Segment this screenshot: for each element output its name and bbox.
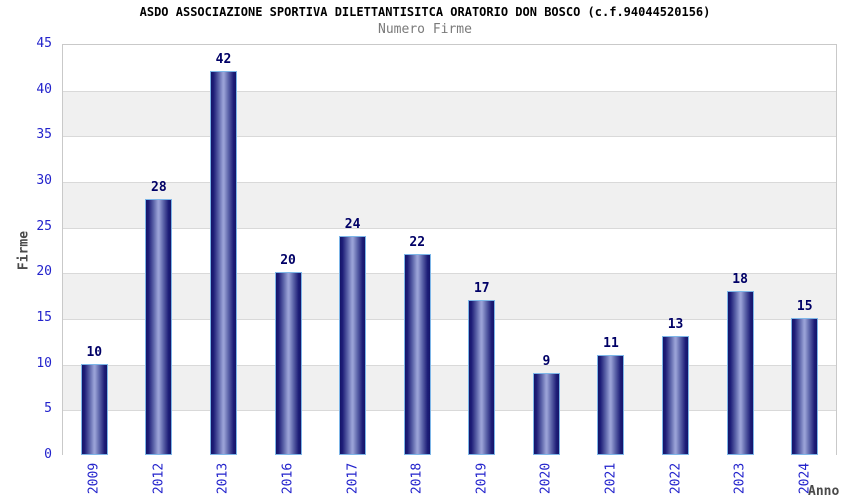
y-tick-label: 25 (36, 218, 52, 234)
y-tick-label: 40 (36, 81, 52, 97)
x-tick-label: 2016 (280, 462, 296, 495)
gridline (63, 136, 836, 138)
gridline (63, 182, 836, 183)
y-tick-label: 15 (36, 310, 52, 325)
gridline (63, 364, 836, 366)
chart-title: ASDO ASSOCIAZIONE SPORTIVA DILETTANTISIT… (139, 5, 711, 19)
bar-value-label: 22 (409, 235, 426, 251)
x-tick-label: 2013 (215, 462, 231, 495)
y-tick-label: 35 (36, 127, 52, 143)
bar-value-label: 11 (603, 335, 619, 351)
bar-2012 (145, 199, 173, 455)
bar-value-label: 24 (344, 216, 361, 232)
x-tick-label: 2012 (151, 462, 167, 495)
x-tick-label: 2019 (474, 462, 490, 495)
plot-band (63, 410, 836, 456)
bar-2024 (791, 318, 819, 455)
y-tick-label: 30 (36, 173, 52, 188)
bar-2020 (532, 372, 560, 455)
gridline (63, 227, 836, 229)
y-tick-label: 0 (44, 447, 52, 462)
gridline (63, 90, 836, 92)
bar-value-label: 28 (151, 180, 167, 196)
bar-value-label: 42 (215, 52, 232, 68)
plot-area (62, 44, 837, 456)
gridline (63, 319, 836, 320)
bar-2023 (726, 290, 754, 455)
x-tick-label: 2021 (603, 462, 619, 495)
plot-band (63, 182, 836, 228)
bar-2009 (80, 363, 108, 455)
bar-2013 (209, 71, 237, 455)
plot-band (63, 273, 836, 319)
bar-value-label: 13 (667, 317, 684, 333)
x-tick-label: 2009 (86, 462, 102, 495)
bar-2022 (662, 336, 690, 455)
bar-2019 (468, 299, 496, 455)
bar-2021 (597, 354, 625, 455)
bar-value-label: 9 (542, 353, 551, 369)
plot-band (63, 319, 836, 365)
plot-band (63, 227, 836, 274)
gridline (63, 273, 836, 275)
x-tick-label: 2023 (732, 462, 748, 495)
y-tick-label: 20 (36, 264, 52, 280)
y-tick-label: 45 (36, 36, 52, 51)
x-tick-label: 2018 (409, 462, 425, 495)
plot-band (63, 90, 836, 137)
bar-2018 (403, 254, 431, 455)
bar-value-label: 15 (796, 299, 813, 314)
bar-value-label: 18 (732, 271, 748, 287)
x-axis-title: Anno (808, 484, 840, 499)
plot-band (63, 45, 836, 91)
bar-2016 (274, 272, 302, 455)
x-tick-label: 2017 (345, 462, 361, 495)
x-tick-label: 2022 (668, 462, 684, 495)
plot-band (63, 364, 836, 411)
gridline (63, 410, 836, 412)
y-tick-label: 5 (44, 401, 52, 417)
plot-band (63, 136, 836, 182)
y-tick-label: 10 (36, 355, 52, 371)
bar-value-label: 10 (86, 344, 103, 360)
bar-value-label: 17 (473, 280, 490, 296)
x-tick-label: 2020 (538, 462, 554, 495)
chart-subtitle: Numero Firme (378, 22, 472, 37)
bar-value-label: 20 (280, 253, 296, 269)
bar-2017 (339, 235, 367, 455)
